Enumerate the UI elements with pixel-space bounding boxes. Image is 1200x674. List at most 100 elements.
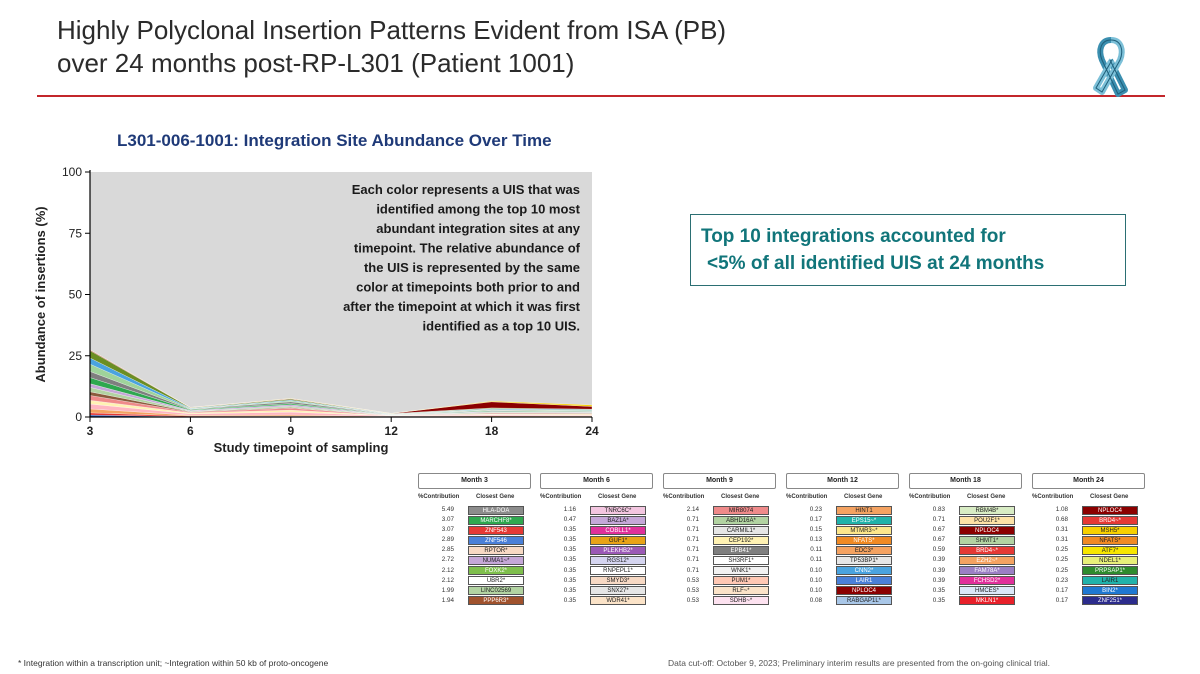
pct-contribution: 0.13 [809, 536, 822, 544]
table-row: 2.12 UBR2* [418, 576, 531, 586]
table-row: 0.25 NDEL1* [1032, 555, 1145, 565]
closest-gene: ATF7* [1082, 545, 1138, 555]
y-tick-label-2: 50 [69, 288, 83, 302]
top10-tables: Month 3 %Contribution Closest Gene 5.49 HLA-… [418, 473, 1158, 633]
plot-background [90, 172, 592, 417]
pct-contribution: 2.89 [441, 536, 454, 544]
table-row: 1.94 PPP6R3* [418, 596, 531, 606]
table-row: 0.23 HINT1 [786, 505, 899, 515]
pct-contribution: 0.83 [932, 506, 945, 513]
closest-gene: NPLOC4 [959, 525, 1015, 535]
pct-contribution: 0.71 [686, 536, 699, 544]
pct-contribution: 5.49 [441, 506, 454, 513]
table-row: 0.35 MKLN1* [909, 596, 1022, 606]
pct-contribution: 0.71 [686, 546, 699, 554]
y-tick-label-0: 0 [75, 410, 82, 424]
month-table: Month 18 %Contribution Closest Gene 0.83 RBM… [909, 473, 1022, 606]
pct-contribution: 2.72 [441, 556, 454, 564]
table-row: 0.39 FAM78A* [909, 566, 1022, 576]
table-row: 0.15 MTMR3~* [786, 525, 899, 535]
month-table-header: Month 9 [663, 473, 776, 489]
y-tick-label-3: 75 [69, 226, 83, 240]
closest-gene: NDEL1* [1082, 555, 1138, 565]
table-row: 0.35 WDR41* [540, 596, 653, 606]
pct-contribution: 0.47 [563, 516, 576, 524]
closest-gene: GUF1* [590, 535, 646, 545]
month-table: Month 6 %Contribution Closest Gene 1.16 TNRC… [540, 473, 653, 606]
table-row: 3.07 MARCHF8* [418, 515, 531, 525]
table-row: 0.31 NFATS* [1032, 535, 1145, 545]
table-row: 0.71 SH3RF1* [663, 555, 776, 565]
pct-contribution: 0.08 [809, 596, 822, 604]
table-row: 2.14 MIR8074 [663, 505, 776, 515]
table-row: 2.12 FOXK2* [418, 566, 531, 576]
annotation-line: after the timepoint at which it was firs… [343, 299, 581, 314]
table-row: 0.31 MSH5* [1032, 525, 1145, 535]
pct-column-header: %Contribution [540, 494, 582, 500]
gene-column-header: Closest Gene [1090, 494, 1129, 500]
closest-gene: ZNF251* [1082, 596, 1138, 606]
closest-gene: NPLOC4 [1082, 505, 1138, 515]
table-row: 0.17 ZNF251* [1032, 596, 1145, 606]
table-row: 2.72 NUMA1~* [418, 555, 531, 565]
closest-gene: BIN2* [1082, 586, 1138, 596]
table-row: 0.10 LAIR1 [786, 576, 899, 586]
annotation-line: timepoint. The relative abundance of [354, 241, 581, 256]
table-row: 0.68 BRD4~* [1032, 515, 1145, 525]
month-table-header: Month 24 [1032, 473, 1145, 489]
closest-gene: EPS15~* [836, 515, 892, 525]
closest-gene: NPLOC4 [836, 586, 892, 596]
pct-contribution: 1.94 [441, 596, 454, 604]
pct-column-header: %Contribution [418, 494, 460, 500]
table-row: 0.25 ATF7* [1032, 545, 1145, 555]
closest-gene: LAIR1 [1082, 576, 1138, 586]
table-row: 0.71 POU2F1* [909, 515, 1022, 525]
pct-contribution: 3.07 [441, 516, 454, 524]
table-row: 1.16 TNRC6C* [540, 505, 653, 515]
table-row: 0.67 NPLOC4 [909, 525, 1022, 535]
pct-contribution: 0.35 [563, 576, 576, 584]
title-divider [37, 95, 1165, 97]
table-row: 0.39 EZH2~* [909, 555, 1022, 565]
table-row: 0.17 EPS15~* [786, 515, 899, 525]
closest-gene: HINT1 [836, 505, 892, 515]
pct-column-header: %Contribution [663, 494, 705, 500]
x-tick-label-1: 6 [187, 424, 194, 438]
closest-gene: RGS12* [590, 555, 646, 565]
closest-gene: BRD4~* [1082, 515, 1138, 525]
pct-contribution: 0.10 [809, 586, 822, 594]
pct-contribution: 0.25 [1055, 546, 1068, 554]
table-row: 0.83 RBM4B* [909, 505, 1022, 515]
closest-gene: HLA-DOA [468, 505, 524, 515]
pct-contribution: 0.59 [932, 546, 945, 554]
table-row: 2.89 ZNF546 [418, 535, 531, 545]
pct-contribution: 0.68 [1055, 516, 1068, 524]
column-headers: %Contribution Closest Gene [786, 492, 899, 505]
table-row: 0.53 SDHB~* [663, 596, 776, 606]
table-row: 2.85 RPTOR* [418, 545, 531, 555]
closest-gene: EDC3* [836, 545, 892, 555]
pct-contribution: 0.67 [932, 536, 945, 544]
closest-gene: LINC02569 [468, 586, 524, 596]
pct-contribution: 0.23 [1055, 576, 1068, 584]
closest-gene: HMCES* [959, 586, 1015, 596]
closest-gene: PUM1* [713, 576, 769, 586]
pct-contribution: 0.71 [686, 556, 699, 564]
closest-gene: RBM4B* [959, 505, 1015, 515]
table-row: 0.35 PLEKHB2* [540, 545, 653, 555]
table-row: 0.11 EDC3* [786, 545, 899, 555]
table-row: 0.10 CNN2* [786, 566, 899, 576]
pct-contribution: 0.53 [686, 586, 699, 594]
pct-contribution: 0.17 [1055, 596, 1068, 604]
pct-contribution: 0.35 [563, 586, 576, 594]
pct-contribution: 0.71 [932, 516, 945, 524]
closest-gene: WDR41* [590, 596, 646, 606]
pct-contribution: 2.14 [686, 506, 699, 513]
x-axis-label: Study timepoint of sampling [214, 440, 389, 455]
table-row: 0.71 CEP192* [663, 535, 776, 545]
closest-gene: BRD4~* [959, 545, 1015, 555]
chart-title: L301-006-1001: Integration Site Abundanc… [117, 131, 552, 150]
pct-contribution: 0.35 [563, 596, 576, 604]
pct-contribution: 0.71 [686, 566, 699, 574]
x-tick-label-5: 24 [585, 424, 599, 438]
